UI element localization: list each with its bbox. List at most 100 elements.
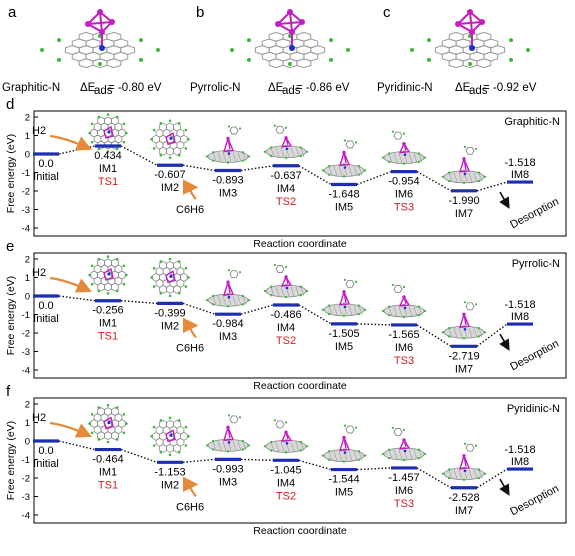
intermediate-structure-image [263,124,309,159]
state-label: IM1 [99,163,117,175]
intermediate-structure-image [381,130,427,165]
state-label: IM8 [511,169,529,181]
level-connector [416,324,452,347]
level-connector [58,440,96,451]
state-label: IM4 [277,322,295,334]
level-connector [298,165,332,186]
desorption-label: Desorption [508,338,561,374]
intermediate-structure-image [441,301,487,340]
state-label: IM8 [511,311,529,323]
transition-state-label: TS1 [98,176,118,188]
energy-value-label: -0.399 [154,307,185,319]
state-label: IM7 [455,208,473,220]
state-label: IM3 [219,476,237,488]
level-connector [476,181,508,192]
intermediate-structure-image [205,414,251,453]
energy-value-label: -2.719 [448,350,479,362]
adsorption-energy-value: = -0.92 eV [483,82,537,94]
c6h6-reactant-label: C6H6 [176,342,204,354]
energy-value-label: 0.434 [94,150,122,162]
energy-subscript: ads [282,85,301,97]
panel-title: Graphitic-N [504,116,560,128]
panel-letter: b [196,4,204,21]
energy-subscript: ads [469,85,488,97]
y-tick-label: -2 [22,329,30,340]
level-connector [240,304,274,315]
energy-value-label: -0.464 [92,454,123,466]
h2-addition-arrow [49,276,93,293]
state-label: IM6 [395,485,413,497]
y-tick-label: -1 [22,455,30,466]
x-axis-label: Reaction coordinate [253,238,347,250]
energy-value-label: 0.0 [38,300,53,312]
level-connector [182,164,216,172]
intermediate-structure-image [205,125,251,164]
y-tick-label: 2 [25,255,30,266]
desorption-label: Desorption [508,196,561,232]
plot-frame [33,252,567,379]
state-label: IM2 [161,320,179,332]
desorption-arrow [499,191,510,209]
site-label: Pyridinic-N [377,82,433,94]
energy-panel-e: e Pyrrolic-N -4 -3 -2 -1 0 1 2 Free energy (eV) Re… [5,238,567,392]
level-connector [356,467,392,471]
y-tick-label: 2 [25,400,30,411]
y-tick-label: -3 [22,347,30,358]
energy-symbol: ΔE [268,82,284,94]
intermediate-structure-image [150,416,190,457]
adsorption-energy-value: = -0.86 eV [296,82,350,94]
panel-letter: c [383,4,391,21]
y-tick-label: 1 [25,273,30,284]
energy-symbol: ΔE [80,82,96,94]
intermediate-structure-image [150,119,190,159]
transition-state-label: TS1 [98,480,118,492]
site-label: Pyrrolic-N [190,82,240,94]
state-label: Initial [33,458,59,470]
transition-state-label: TS2 [276,490,296,502]
y-tick-label: 2 [25,113,30,124]
level-connector [120,145,158,166]
h2-addition-arrow [49,421,93,438]
intermediate-structure-image [441,442,487,481]
panel-letter: f [6,383,11,400]
y-tick-label: -3 [22,205,30,216]
state-label: Initial [33,313,59,325]
state-label: IM3 [219,188,237,200]
y-tick-label: -2 [22,474,30,485]
adsorption-energy-value: = -0.80 eV [108,82,162,94]
state-label: IM1 [99,467,117,479]
state-label: IM7 [455,505,473,517]
energy-value-label: -0.486 [270,309,301,321]
intermediate-structure-image [321,278,367,317]
state-label: IM8 [511,456,529,468]
intermediate-structure-image [263,263,309,299]
energy-value-label: -1.518 [504,157,535,169]
y-tick-label: -4 [22,511,30,522]
intermediate-structure-image [441,145,487,184]
energy-subscript: ads [94,85,113,97]
energy-value-label: -1.648 [328,188,359,200]
y-tick-label: -1 [22,168,30,179]
energy-value-label: -1.153 [154,466,185,478]
level-connector [298,304,332,325]
intermediate-structure-image [150,257,190,298]
energy-value-label: 0.0 [38,445,53,457]
level-connector [476,468,508,489]
y-axis-label: Free energy (eV) [5,421,17,500]
c6h6-addition-arrow [182,179,199,200]
state-label: IM5 [335,201,353,213]
energy-value-label: -1.457 [388,472,419,484]
c6h6-reactant-label: C6H6 [176,204,204,216]
energy-profile-panels: d Graphitic-N -4 -3 -2 -1 0 1 2 Free energy (eV) R… [5,96,567,537]
transition-state-label: TS3 [394,355,414,367]
energy-value-label: -1.518 [504,444,535,456]
panel-letter: d [6,96,14,113]
energy-panel-f: f Pyridinic-N -4 -3 -2 -1 0 1 2 Free energy (eV) R… [5,383,567,537]
intermediate-structure-image [321,424,367,463]
plot-frame [33,397,567,524]
intermediate-structure-image [205,269,251,308]
transition-state-label: TS3 [394,202,414,214]
panel-letter: a [8,4,17,21]
